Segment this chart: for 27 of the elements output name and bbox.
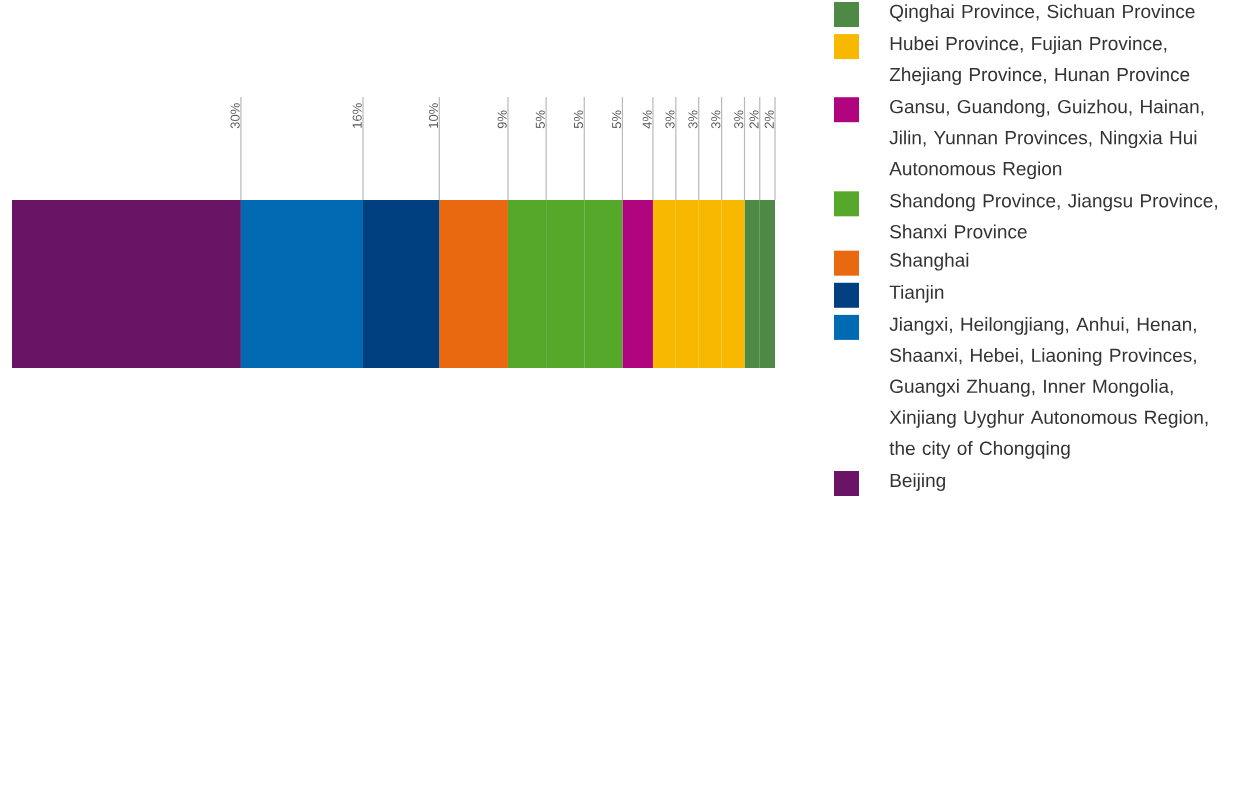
data-label: 16% bbox=[352, 103, 362, 128]
legend-label: Shandong Province, Jiangsu Province, Shanxi Province bbox=[890, 193, 1217, 239]
legend-label: Beijing bbox=[890, 473, 945, 491]
bar bbox=[362, 199, 440, 368]
data-label: 30% bbox=[230, 103, 240, 129]
legend-label: Gansu, Guandong, Guizhou, Hainan, Jilin, Yunnan Provinces, Ningxia Hui Autonomous Region bbox=[889, 99, 1204, 180]
legend-label: Shanghai bbox=[890, 252, 969, 271]
legend-label: Hubei Province, Fujian Province, Zhejiang Province, Hunan Province bbox=[889, 36, 1190, 85]
data-label: 3% bbox=[688, 110, 698, 129]
data-label: 2% bbox=[764, 110, 774, 129]
data-label: 3% bbox=[665, 110, 675, 129]
data-label: 10% bbox=[428, 103, 439, 128]
bar bbox=[240, 199, 363, 368]
data-label: 3% bbox=[711, 110, 721, 129]
bar bbox=[622, 199, 653, 368]
data-label: 5% bbox=[535, 110, 545, 129]
data-label: 2% bbox=[749, 110, 759, 129]
data-label: 3% bbox=[734, 110, 744, 129]
data-label: 5% bbox=[612, 110, 622, 129]
data-label: 4% bbox=[642, 110, 652, 129]
legend-label: Jiangxi, Heilongjiang, Anhui, Henan, Shaanxi, Hebei, Liaoning Provinces, Guangxi Zhuang, Inner Mongolia, Xinjiang Uyghur Autonomous Region, the city of Chongqing bbox=[889, 317, 1208, 459]
legend-label: Qinghai Province, Sichuan Province bbox=[890, 4, 1195, 22]
bar bbox=[12, 199, 241, 368]
data-label: 9% bbox=[497, 110, 507, 129]
bar bbox=[439, 199, 508, 368]
legend-label: Tianjin bbox=[889, 284, 944, 303]
data-label: 5% bbox=[573, 110, 584, 129]
